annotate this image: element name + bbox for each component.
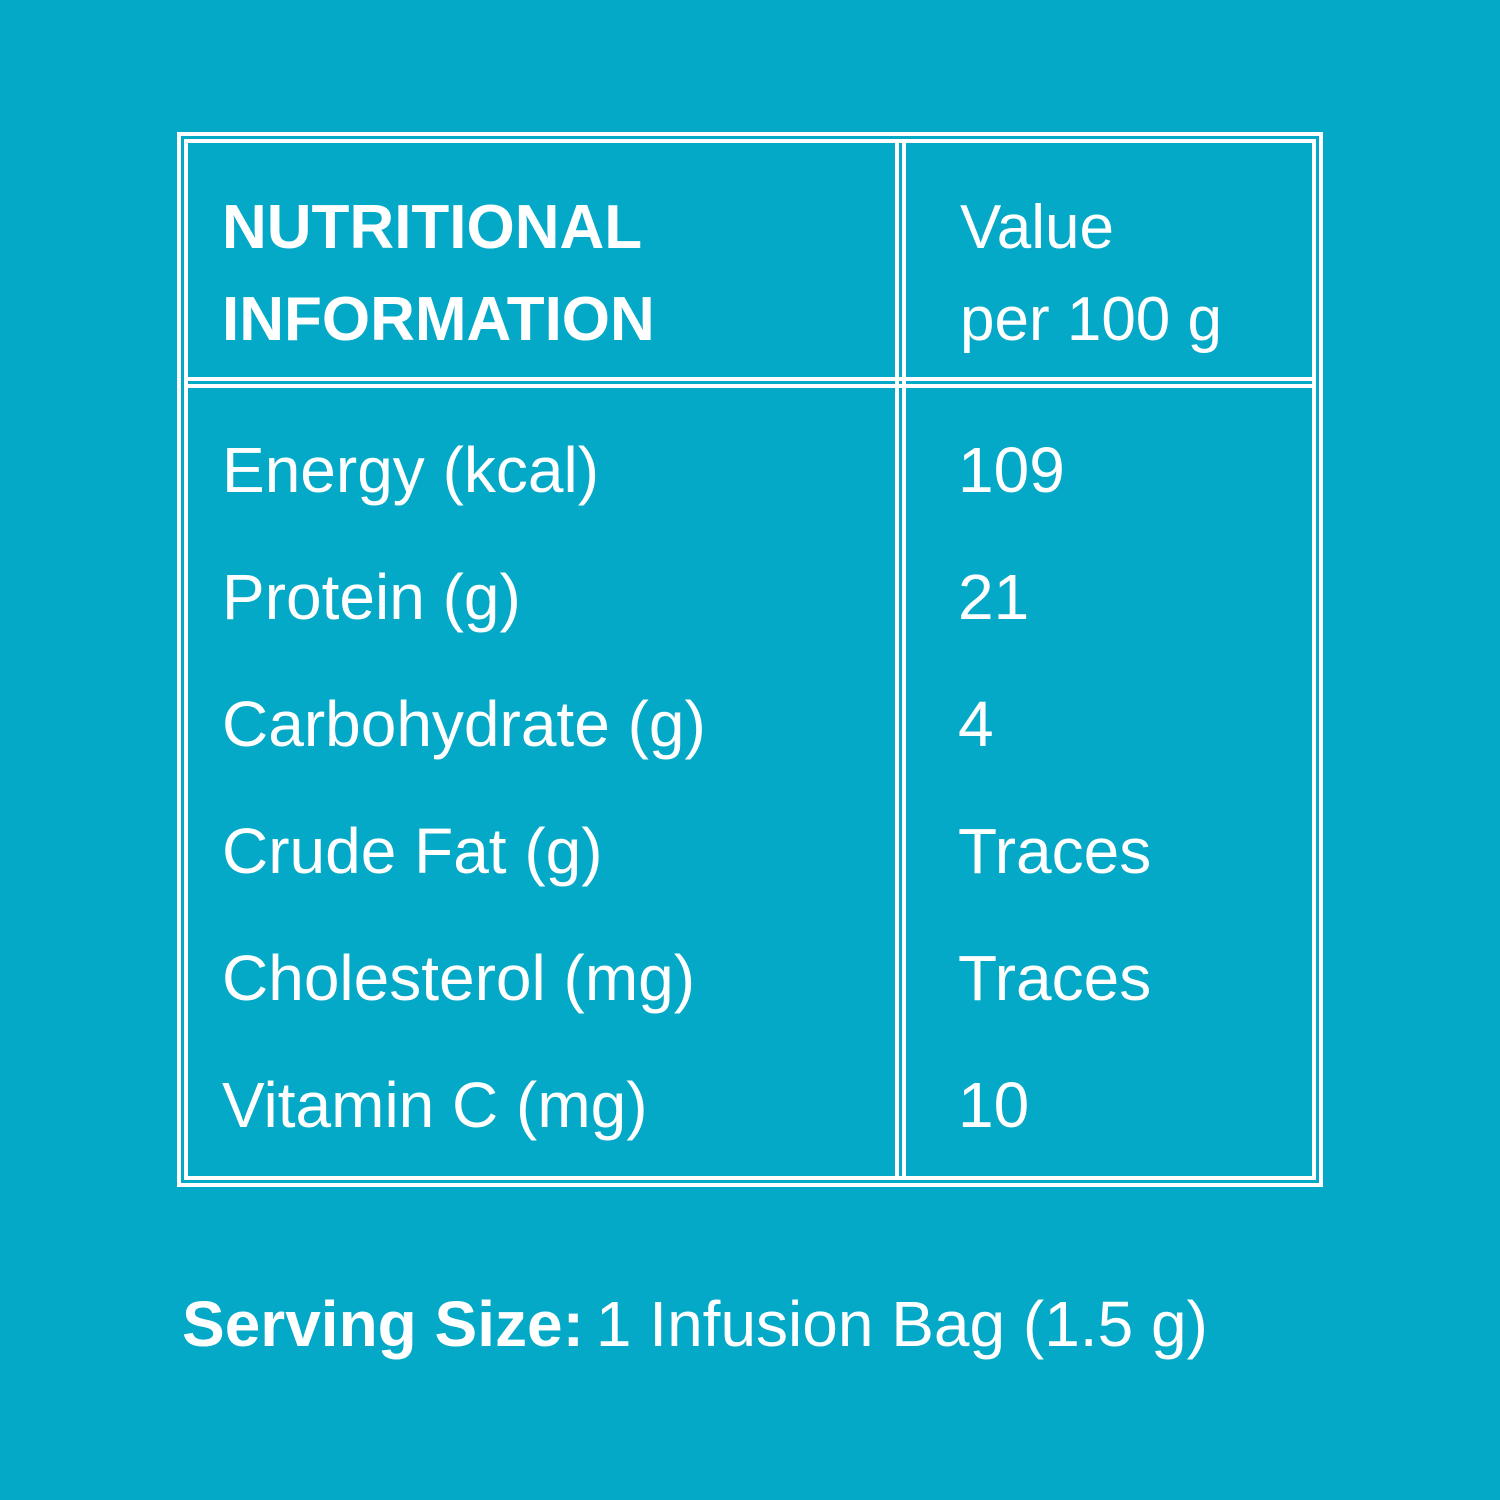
row-label: Energy (kcal) — [222, 434, 599, 506]
header-cell: INFORMATION — [222, 285, 655, 354]
row-label: Crude Fat (g) — [222, 815, 603, 887]
row-label: Cholesterol (mg) — [222, 942, 695, 1014]
row-value: 21 — [958, 561, 1029, 633]
header-cell: Value — [960, 193, 1114, 262]
row-value: 10 — [958, 1069, 1029, 1141]
row-label: Vitamin C (mg) — [222, 1069, 648, 1141]
footer-label: Serving Size: — [182, 1288, 584, 1360]
footer-text: 1 Infusion Bag (1.5 g) — [596, 1288, 1208, 1360]
row-value: Traces — [958, 942, 1151, 1014]
row-value: Traces — [958, 815, 1151, 887]
header-cell: per 100 g — [960, 285, 1222, 354]
row-value: 4 — [958, 688, 994, 760]
outer-border — [177, 132, 1323, 1187]
row-label: Carbohydrate (g) — [222, 688, 706, 760]
inner-border — [184, 139, 1316, 1180]
header-cell: NUTRITIONAL — [222, 193, 642, 262]
row-label: Protein (g) — [222, 561, 521, 633]
footer: Serving Size: 1 Infusion Bag (1.5 g) — [182, 1288, 1208, 1360]
row-value: 109 — [958, 434, 1065, 506]
